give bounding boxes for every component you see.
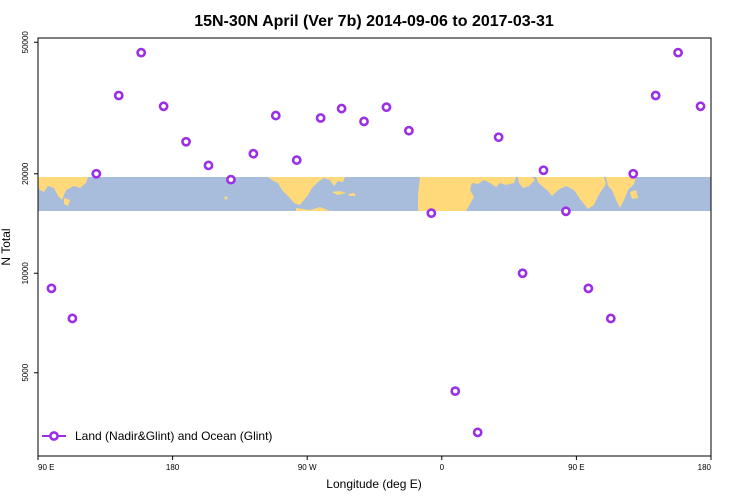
land-shapes	[38, 177, 638, 211]
y-tick-label: 10000	[21, 262, 30, 285]
x-axis-label: Longitude (deg E)	[326, 477, 421, 491]
legend-label: Land (Nadir&Glint) and Ocean (Glint)	[75, 429, 272, 443]
data-point	[359, 116, 369, 127]
data-point	[673, 47, 683, 58]
data-point	[203, 160, 214, 171]
data-point	[270, 110, 281, 121]
x-tick-label: 180	[166, 463, 180, 472]
data-point	[650, 90, 661, 101]
data-point	[695, 101, 706, 112]
data-point	[561, 206, 571, 217]
data-point	[248, 148, 259, 159]
data-point	[91, 168, 102, 179]
x-tick-label: 90 E	[568, 463, 584, 472]
x-axis: 90 E 180 90 W 0 90 E 180	[37, 456, 712, 472]
world-map-band	[38, 177, 711, 211]
data-point	[605, 313, 616, 324]
x-tick-label: 90 W	[298, 463, 317, 472]
data-point	[315, 113, 326, 123]
data-point	[381, 102, 392, 113]
data-point	[113, 90, 124, 101]
data-point	[628, 168, 639, 179]
data-point	[136, 47, 147, 58]
x-tick-label: 180	[698, 463, 712, 472]
data-point	[472, 427, 483, 438]
legend-circle-marker	[49, 431, 59, 441]
y-axis-label: N Total	[0, 228, 13, 265]
x-tick-label: 90 E	[38, 463, 54, 472]
chart-title: 15N-30N April (Ver 7b) 2014-09-06 to 201…	[194, 13, 554, 30]
data-point	[226, 174, 236, 185]
x-tick-label: 0	[440, 463, 445, 472]
data-point	[450, 386, 461, 397]
data-point	[426, 208, 437, 219]
data-point	[46, 283, 57, 294]
data-point	[403, 125, 414, 136]
data-point	[517, 268, 528, 279]
data-point	[583, 283, 594, 294]
data-point	[158, 101, 169, 112]
legend: Land (Nadir&Glint) and Ocean (Glint)	[42, 429, 272, 443]
data-point	[181, 136, 191, 147]
y-tick-label: 50000	[21, 31, 30, 54]
y-tick-label: 5000	[21, 363, 30, 381]
data-point	[291, 155, 302, 165]
data-point	[538, 165, 549, 176]
series-points	[46, 47, 706, 438]
y-tick-label: 20000	[21, 162, 30, 185]
data-point	[336, 103, 347, 114]
y-axis: 5000 10000 20000 50000	[21, 31, 38, 382]
data-point	[493, 132, 504, 143]
data-point	[67, 313, 78, 324]
plot-frame	[37, 37, 712, 457]
